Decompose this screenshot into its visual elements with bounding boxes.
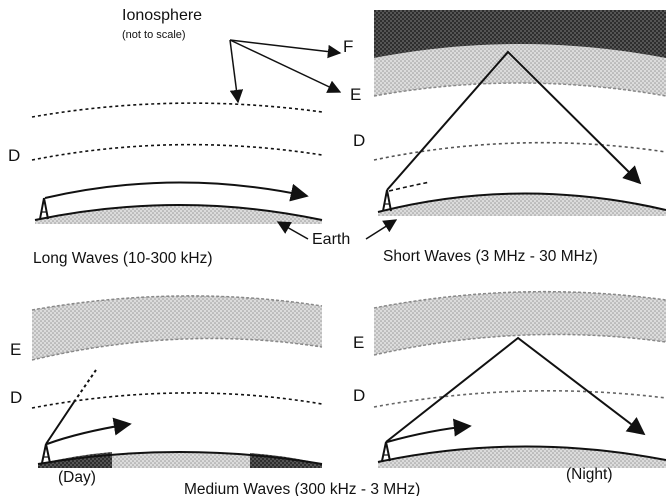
medium-waves-caption: Medium Waves (300 kHz - 3 MHz) [184, 481, 420, 496]
earth-surface-line [37, 451, 323, 465]
ionosphere-note: (not to scale) [122, 29, 186, 41]
pointer-line [276, 221, 309, 240]
e-layer-upper-boundary [373, 290, 666, 309]
d-layer-boundary [373, 141, 666, 161]
sky-wave-path [386, 50, 642, 191]
layer-f-label: F [343, 37, 353, 56]
ground-wave-arrow [386, 418, 472, 443]
d-layer-boundary [31, 143, 323, 161]
ionosphere-label: Ionosphere [122, 7, 202, 24]
e-layer-band [374, 291, 666, 355]
earth-surface-line [377, 445, 666, 463]
panel-medium-waves-night: E D (Night) [353, 290, 666, 483]
antenna-icon [381, 441, 391, 462]
absorbed-wave-fading [73, 369, 97, 403]
layer-d-label: D [8, 146, 20, 165]
pointer-line [365, 219, 398, 240]
earth-surface-line [34, 204, 323, 221]
d-layer-boundary [31, 392, 323, 409]
panel-caption: Short Waves (3 MHz - 30 MHz) [383, 248, 598, 265]
layer-e-label: E [10, 340, 21, 359]
earth-surface [378, 446, 666, 468]
ionosphere-upper-boundary [31, 102, 323, 118]
sky-wave-path [385, 336, 646, 443]
panel-short-waves: F E D Short Waves (3 MHz - 30 MHz) [343, 10, 666, 265]
pointer-line [229, 39, 244, 104]
earth-surface [378, 193, 666, 216]
pointer-line [229, 39, 342, 93]
earth-surface [35, 205, 322, 224]
panel-long-waves: D Long Waves (10-300 kHz) [8, 102, 323, 267]
e-layer-lower-boundary [373, 333, 666, 356]
earth-label: Earth [312, 231, 350, 248]
e-layer-upper-boundary [31, 295, 323, 311]
ionosphere-callout: Ionosphere (not to scale) [122, 7, 342, 104]
e-layer-band [32, 295, 322, 360]
antenna-icon [41, 443, 51, 464]
e-layer-lower-boundary [373, 82, 666, 97]
day-label: (Day) [58, 469, 96, 486]
ground-wave-short [388, 181, 431, 192]
panel-caption: Long Waves (10-300 kHz) [33, 250, 212, 267]
f-layer-band [374, 10, 666, 58]
d-layer-boundary [373, 390, 666, 408]
ground-wave-arrow [46, 417, 132, 445]
layer-d-label: D [10, 388, 22, 407]
layer-e-label: E [353, 333, 364, 352]
night-label: (Night) [566, 466, 613, 483]
antenna-icon [39, 197, 49, 220]
earth-surface-line [377, 192, 666, 213]
earth-callout: Earth [276, 219, 398, 248]
layer-d-label: D [353, 131, 365, 150]
layer-d-label: D [353, 386, 365, 405]
e-layer-band [374, 44, 666, 96]
antenna-icon [382, 189, 392, 212]
panel-medium-waves-day: E D (Day) [10, 295, 323, 486]
absorbed-wave [45, 401, 75, 445]
layer-e-label: E [350, 85, 361, 104]
pointer-line [229, 39, 342, 59]
ground-wave-arrow [44, 181, 309, 202]
